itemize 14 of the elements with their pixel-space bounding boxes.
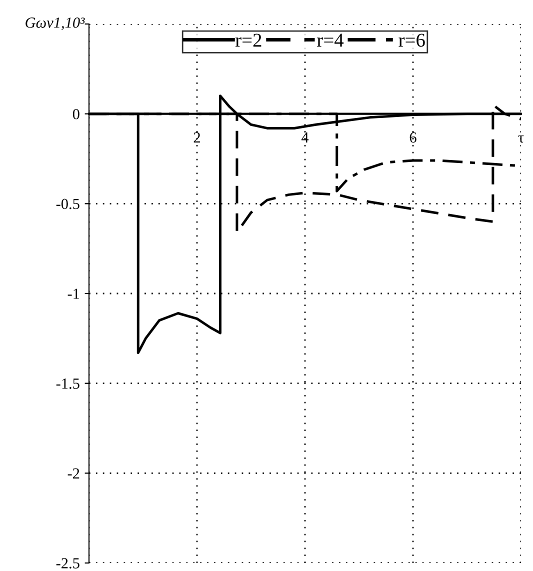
y-tick-label: -2: [68, 468, 80, 478]
legend-label: r=2: [235, 34, 262, 47]
legend-label: r=4: [317, 34, 344, 47]
y-tick-label: 0: [72, 108, 80, 120]
y-tick-label: -2.5: [56, 558, 80, 569]
y-tick-label: -1: [68, 288, 80, 299]
y-tick-label: -0.5: [56, 198, 80, 210]
x-tick-label: 6: [410, 132, 416, 143]
y-tick-label: -1.5: [56, 378, 80, 389]
x-tick-label: τ: [518, 135, 524, 143]
x-tick-label: 4: [301, 132, 309, 142]
y-axis-title: Gωv1,10³: [26, 18, 85, 30]
legend-label: r=6: [398, 34, 425, 47]
x-tick-label: 2: [194, 132, 200, 142]
